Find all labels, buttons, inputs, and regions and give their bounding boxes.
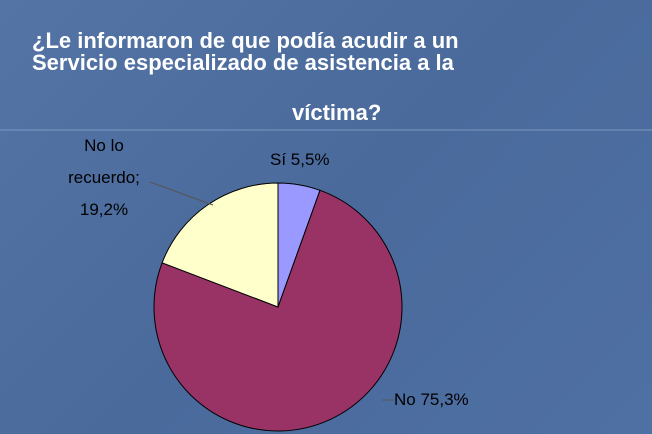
pie <box>153 182 403 432</box>
category-label: No lo recuerdo; <box>68 136 140 187</box>
pie-slice <box>161 182 279 308</box>
title-line: ¿Le informaron de que podía acudir a un <box>32 28 459 53</box>
data-label: No 75,3% <box>394 384 469 416</box>
data-label: No lo recuerdo; 19,2% <box>58 130 150 226</box>
leader-line <box>149 181 214 206</box>
pie-slice <box>153 189 403 432</box>
value-label: 19,2% <box>79 200 129 219</box>
value-label: 75,3% <box>420 390 469 409</box>
title-line: víctima? <box>292 100 382 125</box>
category-label: Sí <box>270 150 287 169</box>
category-label: No <box>394 390 416 409</box>
value-label: 5,5% <box>290 150 330 169</box>
title-line: Servicio especializado de asistencia a l… <box>32 50 454 75</box>
data-label: Sí 5,5% <box>270 144 330 176</box>
